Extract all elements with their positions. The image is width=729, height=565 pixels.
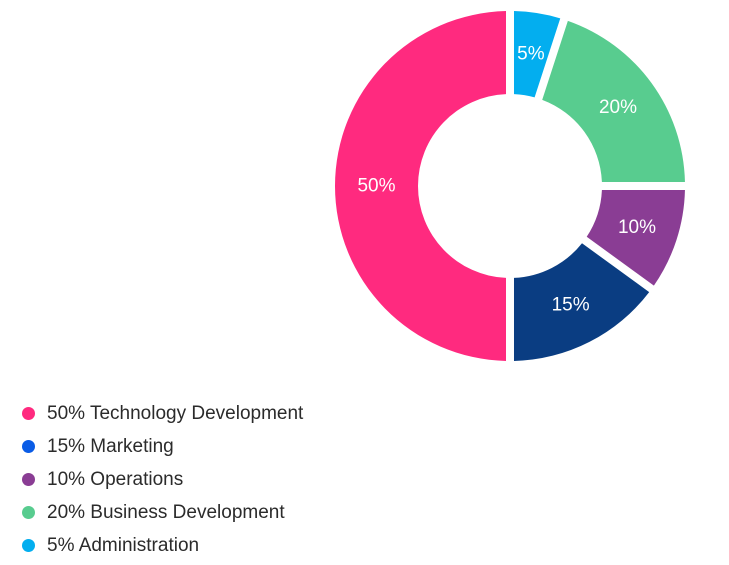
slice-administration [513, 11, 561, 98]
slice-label: 15% [552, 294, 590, 315]
slice-label: 20% [599, 97, 637, 118]
legend-item: 20% Business Development [22, 496, 303, 529]
legend-swatch [22, 473, 35, 486]
slice-marketing [513, 243, 650, 361]
legend-label: 5% Administration [47, 535, 200, 556]
legend-swatch [22, 440, 35, 453]
slice-label: 10% [618, 217, 656, 238]
donut-plot: 50% 15% 10% 20% 5% [335, 11, 685, 361]
legend-label: 15% Marketing [47, 436, 174, 457]
legend-item: 10% Operations [22, 463, 303, 496]
slice-operations [586, 189, 685, 286]
slice-label: 50% [357, 176, 395, 197]
slice-technology-development [335, 11, 507, 361]
legend-item: 5% Administration [22, 529, 303, 562]
legend-swatch [22, 506, 35, 519]
slice-business-development [542, 20, 685, 183]
legend-swatch [22, 407, 35, 420]
legend-label: 20% Business Development [47, 502, 285, 523]
slice-label: 5% [517, 44, 545, 65]
legend-swatch [22, 539, 35, 552]
legend-label: 50% Technology Development [47, 403, 304, 424]
legend-item: 50% Technology Development [22, 397, 303, 430]
legend-label: 10% Operations [47, 469, 184, 490]
legend: 50% Technology Development 15% Marketing 1… [22, 397, 303, 562]
legend-item: 15% Marketing [22, 430, 303, 463]
